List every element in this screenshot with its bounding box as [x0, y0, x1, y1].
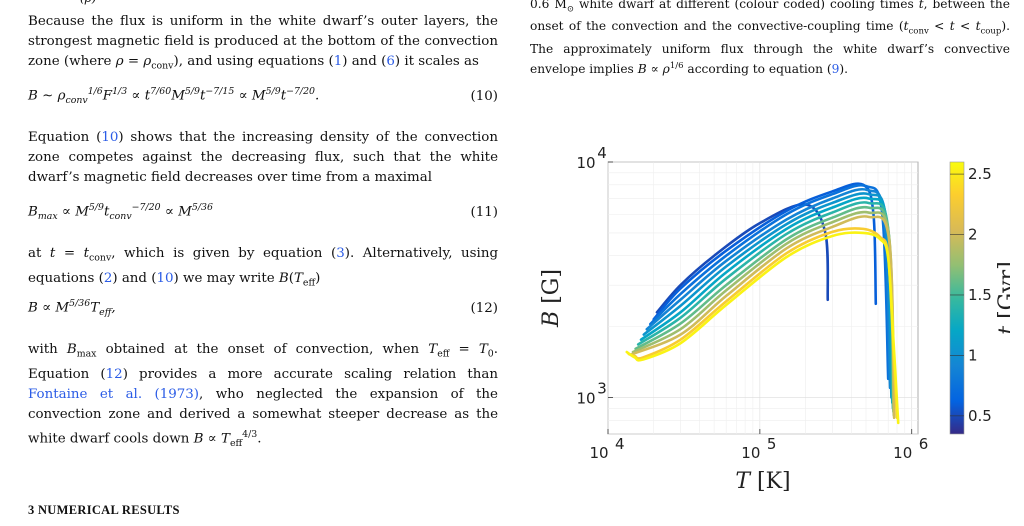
y-tick-label: 10 — [576, 390, 595, 408]
colorbar-gradient — [949, 161, 965, 435]
y-axis-unit: [G] — [539, 269, 564, 311]
x-tick-label: 10 — [589, 444, 608, 462]
colorbar-tick-label: 2 — [968, 226, 978, 244]
series-line — [625, 231, 900, 425]
series-line — [652, 182, 878, 321]
paragraph-bmax: with Bmax obtained at the onset of conve… — [28, 342, 499, 449]
equation-number: (10) — [470, 89, 499, 104]
colorbar-tick-label: 2.5 — [968, 165, 992, 183]
equation-number: (12) — [470, 301, 499, 316]
equation-12: B ∝ M5/36Teff, (12) — [28, 298, 499, 319]
series-line — [649, 184, 890, 381]
colorbar-label: t [Gyr] — [995, 261, 1010, 335]
figure-caption: 0.6 M⊙ white dwarf at different (colour … — [530, 0, 1010, 76]
paragraph-tconv: at t = tconv, which is given by equation… — [28, 246, 499, 289]
x-axis-label: T [K] — [735, 469, 790, 494]
equation-number: (11) — [470, 205, 499, 220]
series-line — [629, 215, 896, 420]
colorbar-tick-label: 0.5 — [968, 407, 992, 425]
y-axis-label: B [G] — [539, 269, 564, 328]
equation-11: Bmax ∝ M5/9tconv−7/20 ∝ M5/36 (11) — [28, 202, 499, 223]
y-tick-exponent: 4 — [597, 144, 607, 162]
colorbar-unit: [Gyr] — [995, 261, 1010, 326]
x-tick-label: 10 — [741, 444, 760, 462]
section-heading: 3 NUMERICAL RESULTS — [28, 503, 180, 517]
colorbar-tick-label: 1.5 — [968, 286, 992, 304]
citation-link[interactable]: Fontaine et al. (1973) — [28, 386, 200, 402]
colorbar-variable: t — [995, 326, 1010, 335]
y-tick-exponent: 3 — [597, 380, 607, 398]
colorbar: 0.5 1 1.5 2 2.5 t [Gyr] — [949, 161, 1010, 435]
x-axis-variable: T — [735, 469, 752, 494]
x-axis-unit: [K] — [750, 469, 791, 494]
y-tick-label: 10 — [576, 154, 595, 172]
x-tick-exponent: 4 — [615, 435, 625, 453]
series-line — [645, 188, 892, 390]
x-tick-exponent: 5 — [767, 435, 777, 453]
top-fragment: (ρ) — [80, 0, 96, 8]
equation-10: B ∼ ρconv1/6F1/3 ∝ t7/60M5/9t−7/15 ∝ M5/… — [28, 86, 499, 107]
x-tick-label: 10 — [893, 444, 912, 462]
paragraph-equation-10: Equation (10) shows that the increasing … — [28, 130, 498, 185]
x-tick-exponent: 6 — [919, 435, 929, 453]
y-axis-variable: B — [539, 311, 564, 328]
paragraph-flux: Because the flux is uniform in the white… — [28, 14, 498, 72]
colorbar-tick-label: 1 — [968, 346, 978, 364]
